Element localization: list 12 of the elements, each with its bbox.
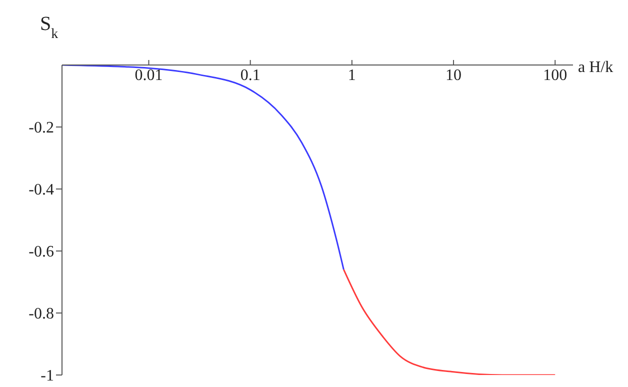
x-tick-label: 10 (446, 67, 462, 84)
y-tick-label: -1 (40, 368, 54, 385)
y-tick-label: -0.8 (28, 306, 54, 323)
y-tick-label: -0.2 (28, 120, 54, 137)
x-tick-label: 0.01 (134, 67, 163, 84)
x-tick-label: 100 (543, 67, 568, 84)
y-axis-title: S$_{k}$ (40, 13, 58, 42)
x-axis-title: a H/k (578, 59, 614, 76)
y-tick-label: -0.6 (28, 244, 54, 261)
y-tick-label: -0.4 (28, 182, 54, 199)
x-tick-label: 0.1 (240, 67, 260, 84)
x-tick-label: 1 (348, 67, 356, 84)
